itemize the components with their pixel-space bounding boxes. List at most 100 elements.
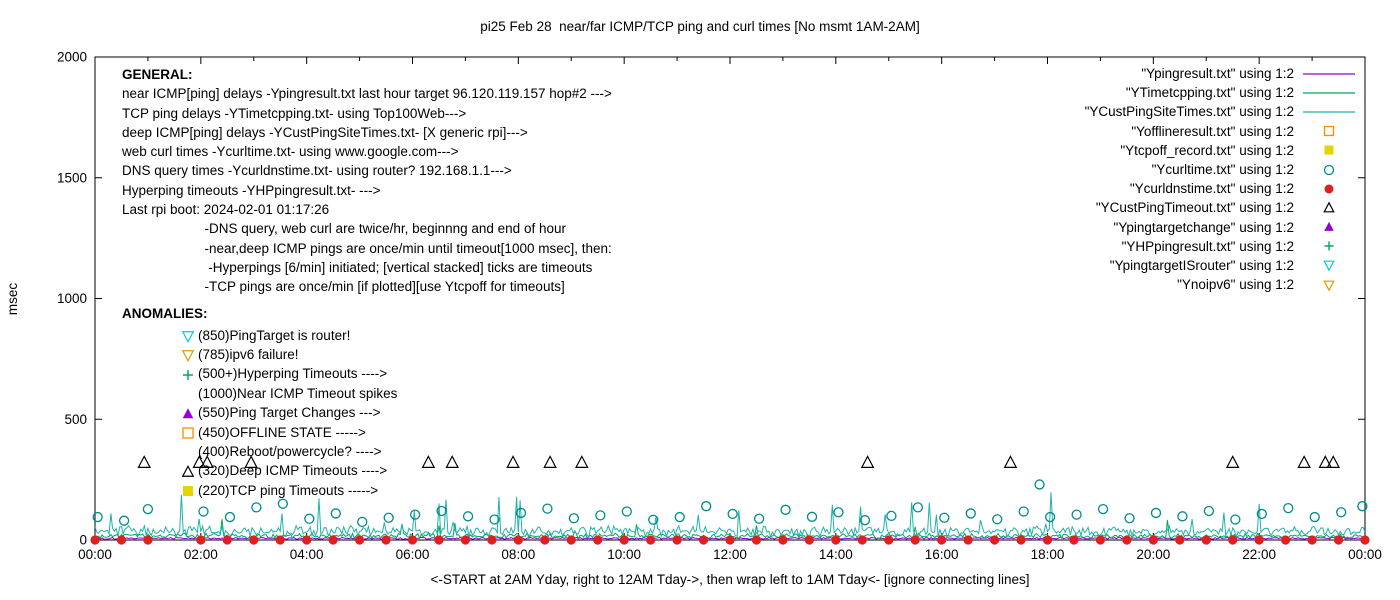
square-filled-icon [1302, 142, 1356, 158]
anomaly-item: (400)Reboot/powercycle? ----> [122, 442, 397, 461]
series-markers [90, 455, 1370, 545]
x-tick-label: 16:00 [925, 547, 959, 562]
general-line: TCP ping delays -YTimetcpping.txt- using… [122, 105, 467, 121]
triangle-up-open-icon [1302, 200, 1356, 216]
legend-label: "YCustPingTimeout.txt" using 1:2 [1095, 200, 1294, 216]
blank-icon [180, 443, 196, 459]
triangle-down-open-icon [1302, 277, 1356, 293]
legend-entry: "Yofflineresult.txt" using 1:2 [1085, 122, 1356, 141]
legend-label: "Ypingresult.txt" using 1:2 [1141, 66, 1294, 82]
anomaly-item: (320)Deep ICMP Timeouts ----> [122, 461, 397, 480]
anomaly-item: (450)OFFLINE STATE -----> [122, 422, 397, 441]
triangle-up-filled-icon [1302, 219, 1356, 235]
triangle-up-open-icon [181, 464, 195, 477]
legend-label: "Ypingtargetchange" using 1:2 [1113, 219, 1294, 235]
general-line: -Hyperpings [6/min] initiated; [vertical… [122, 259, 593, 275]
anomaly-item: (550)Ping Target Changes ---> [122, 403, 397, 422]
x-tick-label: 20:00 [1136, 547, 1170, 562]
anomaly-text: (400)Reboot/powercycle? ----> [198, 443, 382, 459]
legend-entry: "YTimetcpping.txt" using 1:2 [1085, 83, 1356, 102]
anomaly-text: (550)Ping Target Changes ---> [198, 405, 381, 421]
general-lines: near ICMP[ping] delays -Ypingresult.txt … [122, 86, 612, 298]
legend-label: "Ytcpoff_record.txt" using 1:2 [1120, 142, 1294, 158]
y-tick-label: 1000 [57, 291, 87, 306]
general-line: -near,deep ICMP pings are once/min until… [122, 240, 612, 256]
x-tick-label: 04:00 [290, 547, 324, 562]
series-points-Ycurldnstime.txt [90, 535, 1370, 545]
anomaly-item: (1000)Near ICMP Timeout spikes [122, 384, 397, 403]
anomaly-item: (785)ipv6 failure! [122, 345, 397, 364]
general-line: deep ICMP[ping] delays -YCustPingSiteTim… [122, 124, 528, 140]
legend-label: "YTimetcpping.txt" using 1:2 [1125, 85, 1294, 101]
circle-filled-icon [1302, 181, 1356, 197]
legend-label: "Yofflineresult.txt" using 1:2 [1131, 123, 1294, 139]
legend-entry: "Ycurldnstime.txt" using 1:2 [1085, 179, 1356, 198]
anomaly-rows: (850)PingTarget is router! (785)ipv6 fail… [122, 325, 397, 500]
triangle-down-open-icon [181, 350, 195, 363]
x-axis-label: <-START at 2AM Yday, right to 12AM Tday-… [430, 572, 1030, 587]
general-line: Last rpi boot: 2024-02-01 01:17:26 [122, 202, 330, 218]
anomaly-text: (785)ipv6 failure! [198, 346, 299, 362]
plus-icon [1302, 238, 1356, 254]
x-tick-label: 18:00 [1031, 547, 1065, 562]
square-filled-icon [183, 486, 193, 497]
x-tick-label: 02:00 [184, 547, 218, 562]
general-line: Hyperping timeouts -YHPpingresult.txt- -… [122, 182, 381, 198]
anomaly-text: (320)Deep ICMP Timeouts ----> [198, 463, 388, 479]
legend-entry: "YHPpingresult.txt" using 1:2 [1085, 237, 1356, 256]
y-tick-label: 2000 [57, 50, 87, 65]
anomaly-item: (220)TCP ping Timeouts -----> [122, 481, 397, 500]
square-open-icon [1302, 123, 1356, 139]
triangle-down-open-icon [1302, 257, 1356, 273]
legend: "Ypingresult.txt" using 1:2 "YTimetcpping… [1085, 64, 1356, 294]
general-notes: GENERAL: near ICMP[ping] delays -Ypingre… [122, 67, 612, 299]
y-tick-label: 1500 [57, 170, 87, 185]
legend-entry: "Ypingresult.txt" using 1:2 [1085, 64, 1356, 83]
legend-entry: "Ypingtargetchange" using 1:2 [1085, 218, 1356, 237]
general-line: -DNS query, web curl are twice/hr, begin… [122, 221, 566, 237]
triangle-up-filled-icon [182, 407, 194, 418]
anomaly-notes: ANOMALIES: (850)PingTarget is router! (78… [122, 306, 397, 500]
anomaly-item: (500+)Hyperping Timeouts ----> [122, 364, 397, 383]
general-line: near ICMP[ping] delays -Ypingresult.txt … [122, 86, 612, 102]
general-line: web curl times -Ycurltime.txt- using www… [122, 144, 459, 160]
line-icon [1302, 66, 1356, 82]
x-tick-label: 00:00 [78, 547, 112, 562]
legend-entry: "Ynoipv6" using 1:2 [1085, 275, 1356, 294]
circle-open-icon [1302, 162, 1356, 178]
general-heading: GENERAL: [122, 67, 193, 82]
y-tick-label: 500 [64, 412, 87, 427]
anomaly-text: (850)PingTarget is router! [198, 327, 351, 343]
blank-icon [180, 385, 196, 401]
legend-label: "Ycurltime.txt" using 1:2 [1151, 162, 1294, 178]
anomaly-item: (850)PingTarget is router! [122, 325, 397, 344]
x-tick-label: 14:00 [819, 547, 853, 562]
chart-title: pi25 Feb 28 near/far ICMP/TCP ping and c… [480, 19, 920, 34]
legend-entry: "YpingtargetISrouter" using 1:2 [1085, 256, 1356, 275]
general-line: DNS query times -Ycurldnstime.txt- using… [122, 163, 512, 179]
legend-label: "YHPpingresult.txt" using 1:2 [1121, 238, 1294, 254]
triangle-down-open-icon [181, 331, 195, 344]
plus-icon [183, 369, 193, 380]
series-points-Ycurltime.txt [92, 479, 1368, 528]
line-icon [1302, 104, 1356, 120]
series-points-YCustPingTimeout.txt [137, 455, 1341, 468]
line-icon [1302, 85, 1356, 101]
x-tick-label: 08:00 [501, 547, 535, 562]
general-line: -TCP pings are once/min [if plotted][use… [122, 279, 565, 295]
x-tick-label: 00:00 [1348, 547, 1382, 562]
x-tick-label: 12:00 [713, 547, 747, 562]
anomaly-text: (220)TCP ping Timeouts -----> [198, 482, 379, 498]
x-tick-label: 22:00 [1242, 547, 1276, 562]
legend-label: "Ynoipv6" using 1:2 [1177, 277, 1294, 293]
anomaly-text: (1000)Near ICMP Timeout spikes [198, 385, 398, 401]
legend-entry: "YCustPingSiteTimes.txt" using 1:2 [1085, 102, 1356, 121]
anomalies-heading: ANOMALIES: [122, 306, 208, 321]
legend-entry: "Ytcpoff_record.txt" using 1:2 [1085, 141, 1356, 160]
legend-label: "Ycurldnstime.txt" using 1:2 [1129, 181, 1294, 197]
legend-label: "YCustPingSiteTimes.txt" using 1:2 [1084, 104, 1294, 120]
square-open-icon [182, 427, 194, 439]
x-tick-label: 10:00 [607, 547, 641, 562]
